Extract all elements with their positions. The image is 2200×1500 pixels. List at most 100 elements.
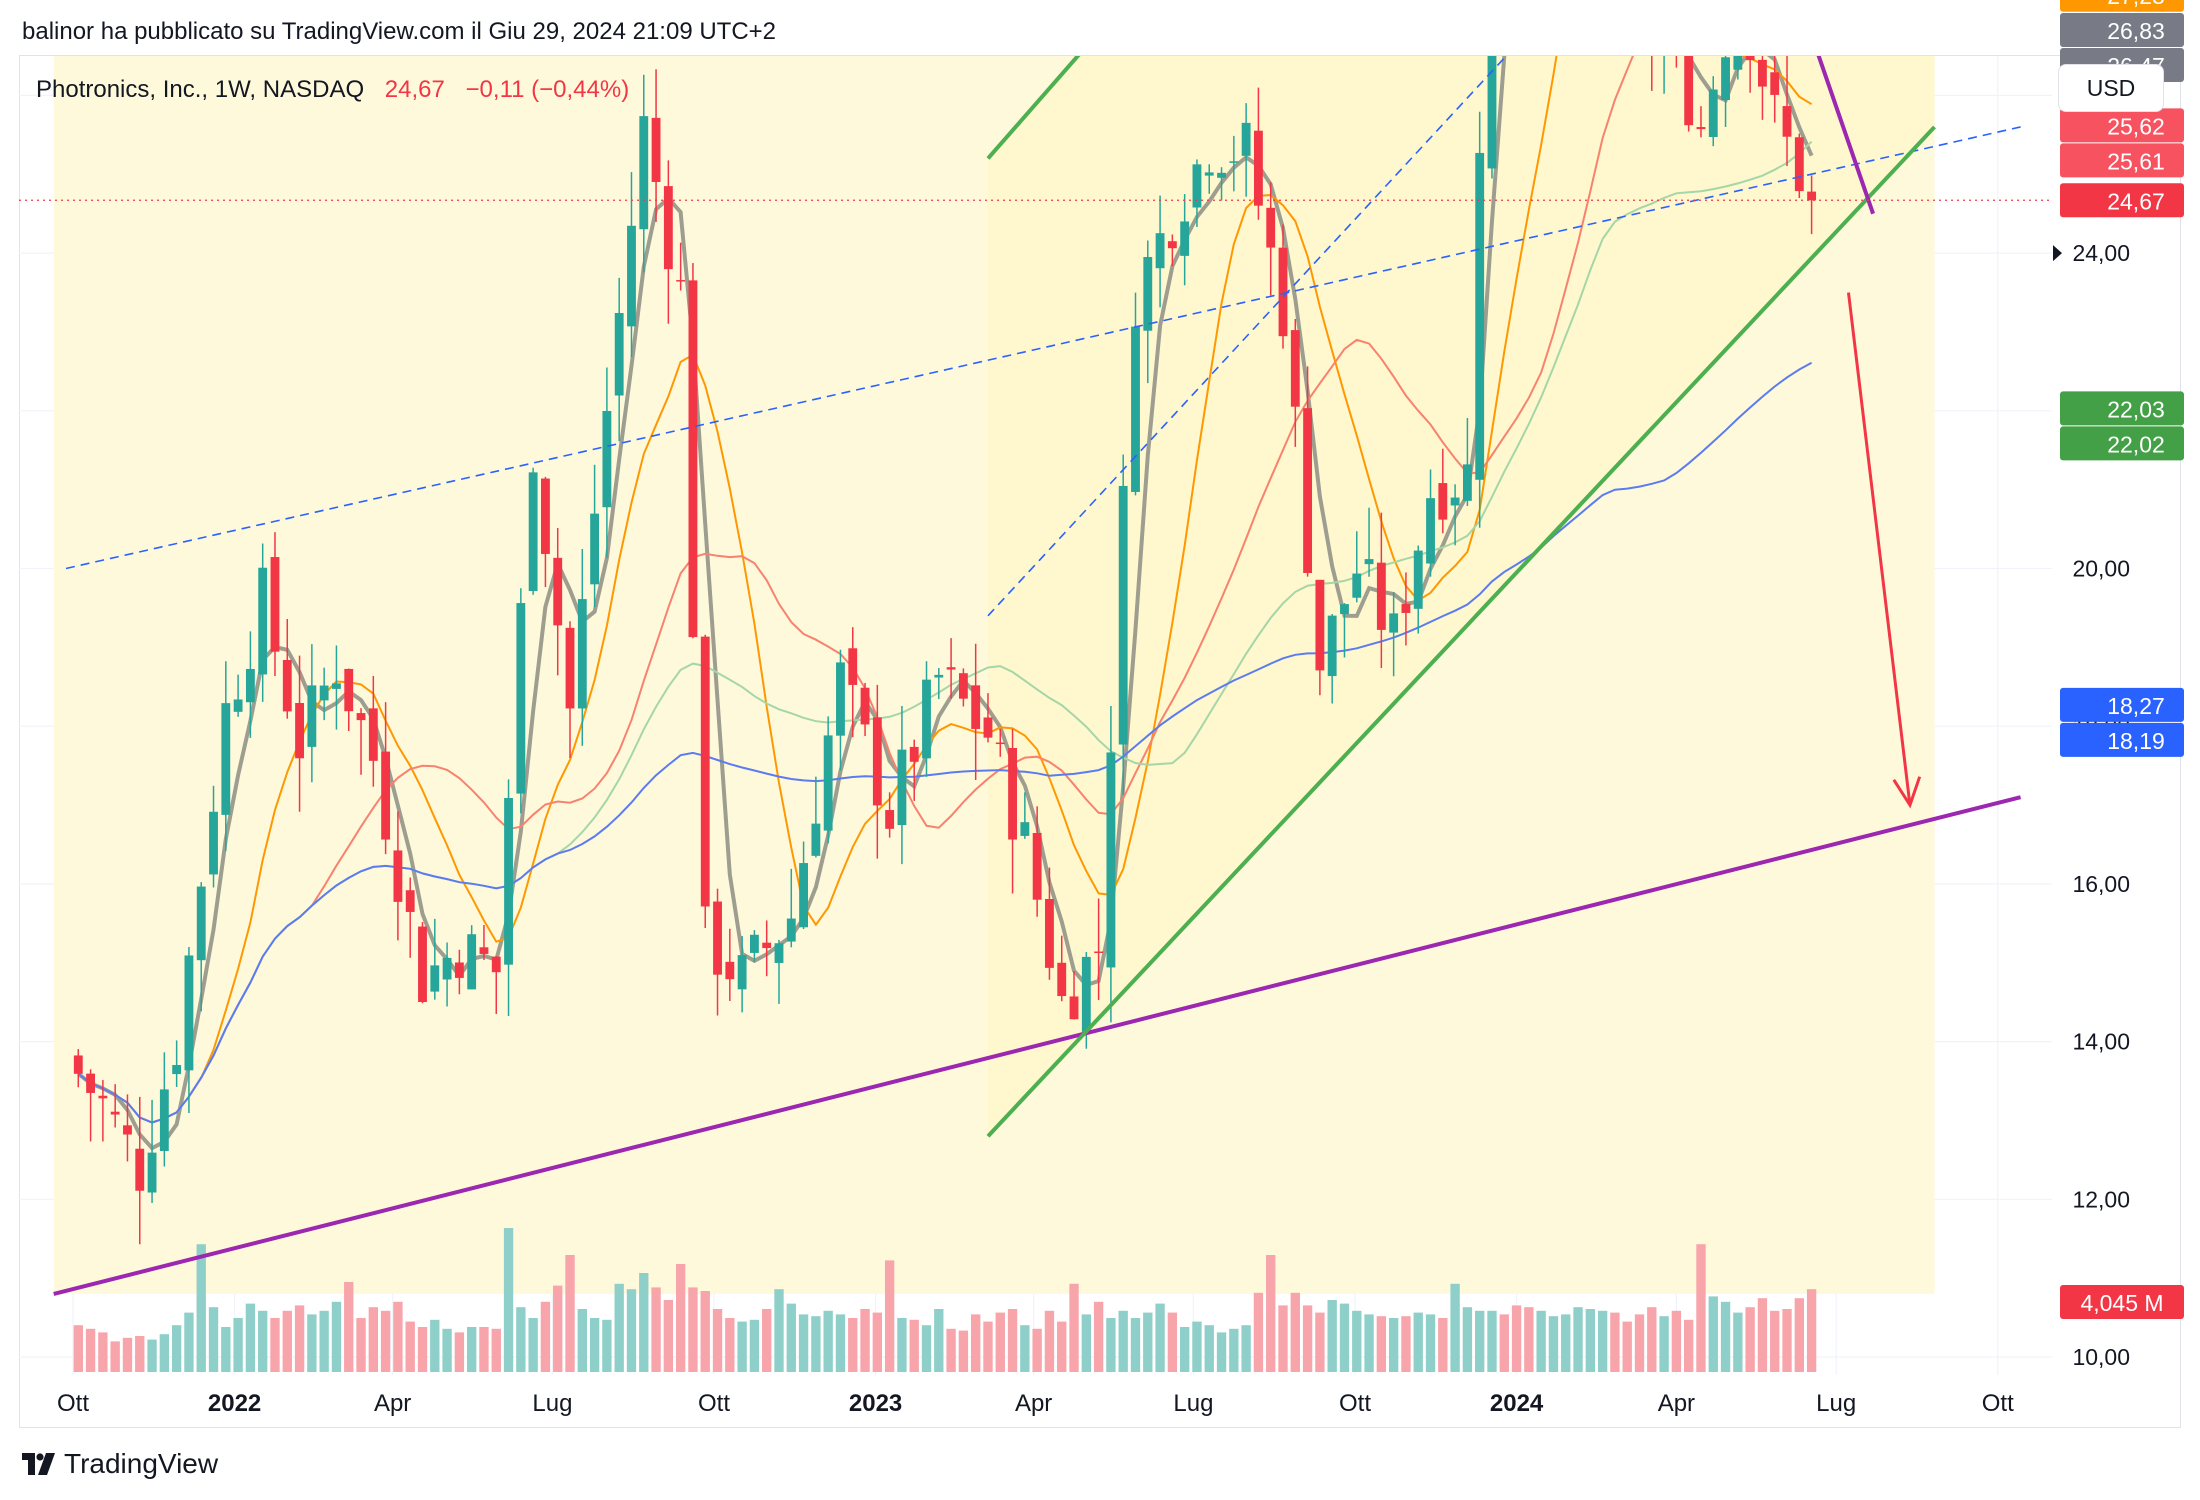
volume-bar — [626, 1289, 637, 1372]
candle — [110, 1084, 120, 1128]
moving-average-blue — [77, 361, 1813, 1124]
candle — [811, 776, 821, 858]
candle — [590, 464, 600, 608]
volume-bar — [1057, 1321, 1067, 1372]
candle — [922, 661, 931, 777]
volume-bar — [1475, 1310, 1485, 1372]
candle — [1663, 56, 1665, 94]
candle — [1278, 224, 1288, 349]
candle — [946, 638, 956, 699]
candle — [639, 74, 649, 273]
candle — [602, 367, 612, 558]
volume-bar — [1438, 1318, 1448, 1372]
volume-bar — [1782, 1309, 1792, 1372]
candle — [405, 877, 415, 958]
candle-body — [909, 746, 919, 762]
candle-body — [885, 810, 895, 829]
volume-bar — [417, 1327, 428, 1372]
volume-bar — [749, 1319, 760, 1372]
volume-bar — [122, 1337, 133, 1372]
candle — [651, 69, 661, 222]
candle-body — [565, 627, 575, 709]
volume-bar — [135, 1336, 145, 1372]
channel-purple-lower — [53, 795, 2022, 1296]
volume-bar — [835, 1314, 846, 1372]
candle-body — [184, 955, 194, 1071]
candle-body — [737, 955, 747, 990]
volume-bar — [1401, 1316, 1411, 1372]
volume-bar — [1143, 1312, 1153, 1372]
trendline-purple-downtrend — [1816, 56, 1875, 215]
price-label-text: 24,67 — [2107, 188, 2165, 214]
price-label-text: 22,02 — [2107, 431, 2165, 457]
candle — [786, 868, 796, 948]
price-label-text: 25,62 — [2107, 113, 2165, 139]
candle-body — [663, 186, 673, 270]
candle-body — [762, 942, 772, 949]
candle — [872, 684, 882, 859]
candle-body — [1155, 233, 1165, 269]
candle-body — [1721, 57, 1730, 101]
x-tick-label: Lug — [532, 1390, 572, 1417]
volume-bar — [1130, 1318, 1141, 1372]
candle — [1069, 971, 1079, 1020]
candle-body — [1008, 747, 1017, 840]
candle-body — [110, 1111, 120, 1115]
channel-green-lower — [986, 125, 1936, 1138]
candle-body — [319, 685, 329, 701]
candle — [258, 543, 268, 702]
volume-bar — [737, 1321, 747, 1372]
candle — [430, 918, 440, 1000]
volume-bar — [233, 1318, 243, 1372]
candle-body — [1241, 122, 1251, 156]
candle-body — [651, 117, 661, 182]
candle — [442, 942, 452, 1007]
volume-bar — [1413, 1312, 1423, 1372]
candle-body — [356, 713, 366, 721]
candle-body — [1167, 241, 1177, 249]
candle — [1045, 867, 1054, 980]
candle — [1450, 484, 1460, 546]
candle-body — [245, 668, 255, 703]
candle — [467, 925, 477, 990]
x-tick-label: 2022 — [208, 1390, 261, 1417]
candle-body — [1131, 326, 1140, 492]
candle-body — [872, 717, 882, 806]
x-tick-label: 2024 — [1490, 1390, 1544, 1417]
tradingview-logo-icon — [22, 1453, 55, 1475]
volume-bar — [897, 1318, 907, 1372]
volume-bar — [1610, 1312, 1620, 1372]
candle — [491, 956, 501, 1014]
price-label-text: 18,27 — [2107, 693, 2165, 719]
volume-bar — [331, 1301, 342, 1372]
candle — [1438, 448, 1448, 534]
candle-body — [73, 1055, 83, 1074]
candle-body — [676, 280, 686, 282]
volume-bar — [1192, 1321, 1202, 1372]
volume-bar — [1561, 1314, 1571, 1372]
plot-area — [19, 56, 2052, 1372]
candle — [676, 242, 686, 291]
candle — [885, 792, 895, 838]
candle-body — [172, 1064, 182, 1075]
candle-body — [1229, 161, 1239, 163]
volume-bar — [1167, 1312, 1178, 1372]
volume-bar — [1339, 1303, 1350, 1372]
volume-bar — [491, 1328, 501, 1372]
volume-bar — [1093, 1301, 1104, 1372]
candle — [1475, 111, 1485, 528]
candle-body — [1426, 498, 1435, 564]
candle-body — [700, 636, 710, 907]
currency-button[interactable]: USD — [2058, 64, 2164, 112]
candle-body — [1684, 56, 1694, 126]
tradingview-brand[interactable]: TradingView — [22, 1448, 218, 1480]
candle-body — [1450, 497, 1460, 506]
volume-bar — [73, 1325, 83, 1372]
volume-bar — [1757, 1298, 1768, 1372]
candle — [1426, 469, 1435, 577]
volume-bar — [1536, 1310, 1546, 1372]
volume-bar — [639, 1273, 649, 1372]
candle-body — [688, 280, 698, 638]
candle — [823, 716, 833, 844]
